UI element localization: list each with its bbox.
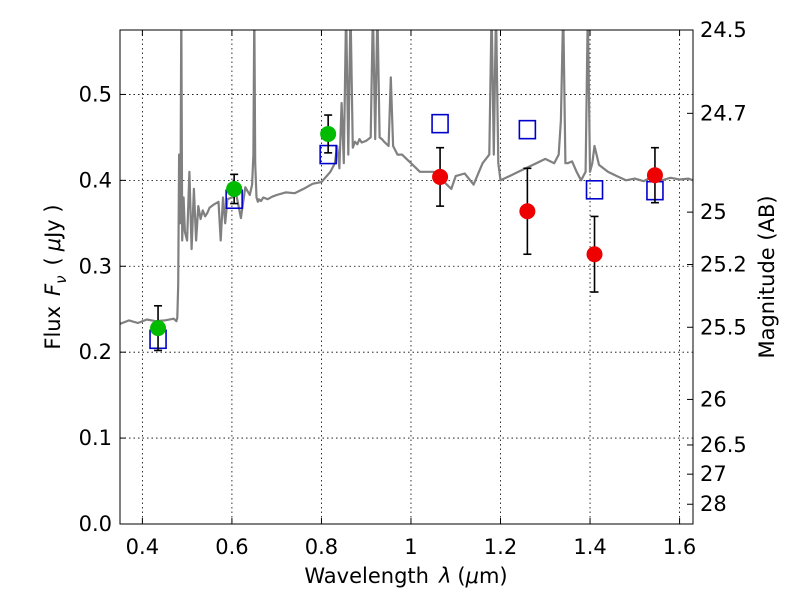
y2-tick-label: 26: [700, 387, 727, 411]
x-tick-label: 0.4: [126, 535, 159, 559]
y-axis-label-text: Flux: [41, 306, 65, 350]
observed_nir-point: [646, 167, 663, 184]
observed_optical-point: [226, 180, 243, 197]
y2-tick-label: 24.7: [700, 101, 747, 125]
y-tick-label: 0.1: [79, 426, 112, 450]
x-tick-label: 0.8: [305, 535, 338, 559]
x-axis-label-unit-rest: m): [479, 564, 508, 588]
model-photometry-square: [518, 119, 537, 140]
model-photometry-square: [585, 179, 604, 200]
y-axis-label-f: F: [41, 283, 65, 296]
x-tick-label: 1.2: [484, 535, 517, 559]
x-axis-label: Wavelength λ (μm): [304, 564, 507, 588]
y-axis-label-unit-rest: Jy ): [41, 204, 65, 240]
y2-axis-magnitude: 24.5 24.7 25 25.2 25.5 26 26.5 27 28: [687, 18, 747, 516]
y2-tick-label: 25.2: [700, 253, 747, 277]
y2-tick-label: 25.5: [700, 315, 747, 339]
model-photometry-square: [431, 113, 449, 134]
grid-lines: [120, 30, 693, 525]
y-tick-label: 0.2: [79, 340, 112, 364]
x-tick-label: 1.6: [663, 535, 696, 559]
observed_nir-point: [586, 246, 603, 263]
y2-tick-label: 24.5: [700, 18, 747, 42]
y2-tick-label: 26.5: [700, 433, 747, 457]
y-tick-label: 0.5: [79, 82, 112, 106]
x-tick-label: 1.4: [573, 535, 606, 559]
y-tick-label: 0.0: [79, 512, 112, 536]
x-axis: 0.4 0.6 0.8 1 1.2 1.4 1.6: [126, 30, 696, 559]
y-tick-label: 0.4: [79, 168, 112, 192]
y-axis-label-nu: ν: [52, 275, 70, 283]
y-axis-label-unit-mu: μ: [41, 238, 65, 252]
y2-tick-label: 28: [700, 492, 727, 516]
plot-area: [120, 30, 693, 352]
observed_optical-point: [320, 125, 337, 142]
x-axis-label-unit-mu: μ: [465, 564, 479, 588]
x-axis-label-lambda: λ: [438, 564, 451, 588]
y-axis-label-unit-open: (: [41, 257, 65, 265]
x-axis-label-unit-open: (: [457, 564, 465, 588]
x-tick-label: 1: [404, 535, 417, 559]
model-spectrum-line: [120, 30, 693, 325]
y-axis-label: Flux Fν ( μJy ): [41, 204, 70, 349]
plot-frame: [119, 29, 694, 525]
x-tick-label: 0.6: [215, 535, 248, 559]
y-tick-label: 0.3: [79, 254, 112, 278]
observed_nir-point: [519, 203, 536, 220]
y2-tick-label: 27: [700, 462, 727, 486]
y-axis: 0.0 0.1 0.2 0.3 0.4 0.5: [79, 82, 126, 536]
x-axis-label-text: Wavelength: [304, 564, 429, 588]
y2-axis-label: Magnitude (AB): [755, 195, 779, 358]
observed_optical-point: [150, 320, 167, 337]
observed_nir-point: [432, 168, 449, 185]
y2-tick-label: 25: [700, 200, 727, 224]
